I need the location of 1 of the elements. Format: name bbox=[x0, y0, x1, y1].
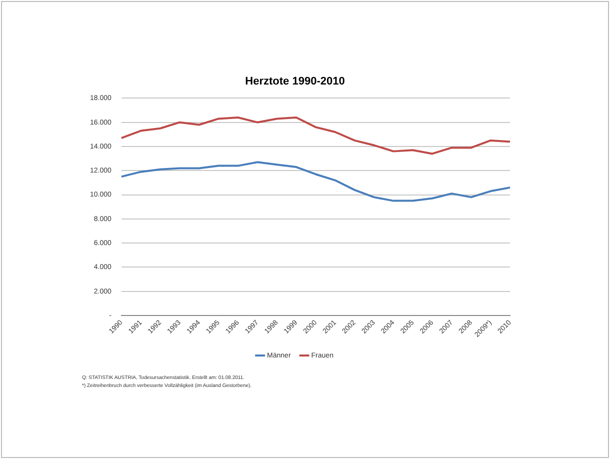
chart-title: Herztote 1990-2010 bbox=[245, 76, 345, 88]
